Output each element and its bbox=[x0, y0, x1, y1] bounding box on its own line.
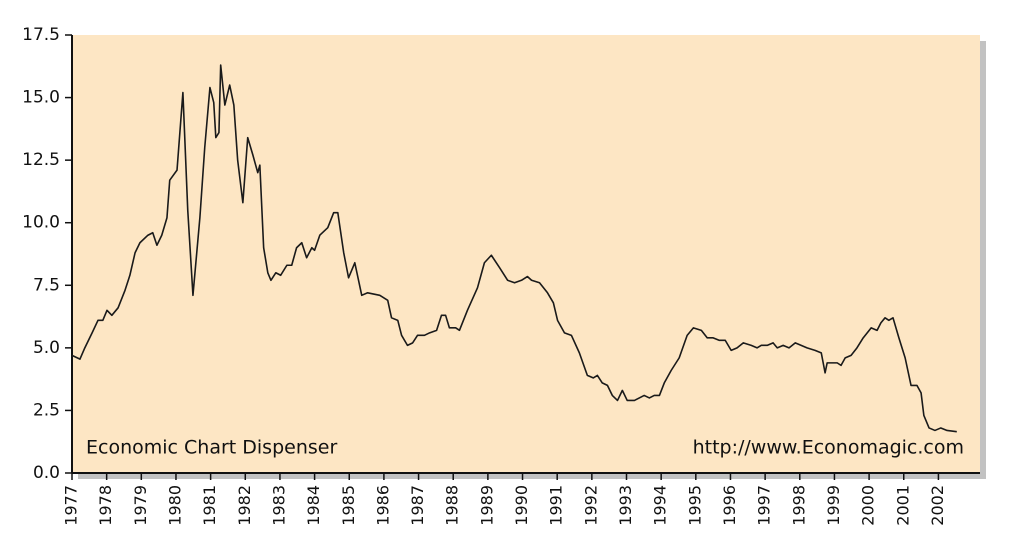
x-tick-label: 1999 bbox=[824, 485, 843, 526]
x-tick-label: 1990 bbox=[512, 485, 531, 526]
line-series bbox=[71, 64, 957, 433]
x-tick-label: 1981 bbox=[200, 485, 219, 526]
x-tick-label: 1983 bbox=[269, 485, 288, 526]
x-tick-label: 1987 bbox=[408, 485, 427, 526]
x-tick-label: 1991 bbox=[547, 485, 566, 526]
y-tick-label: 12.5 bbox=[22, 150, 60, 170]
annotation: http://www.Economagic.com bbox=[693, 437, 964, 459]
x-tick-label: 1996 bbox=[720, 485, 739, 526]
x-tick-label: 1995 bbox=[685, 485, 704, 526]
x-tick-label: 1980 bbox=[165, 485, 184, 526]
x-tick-label: 1978 bbox=[96, 485, 115, 526]
x-tick-label: 1985 bbox=[339, 485, 358, 526]
y-tick-label: 10.0 bbox=[22, 213, 60, 233]
y-tick-label: 15.0 bbox=[22, 88, 60, 108]
x-tick-label: 1977 bbox=[62, 485, 81, 526]
x-tick-label: 1993 bbox=[616, 485, 635, 526]
y-tick-label: 5.0 bbox=[33, 338, 60, 358]
x-tick-label: 1997 bbox=[755, 485, 774, 526]
y-tick-label: 2.5 bbox=[33, 400, 60, 420]
x-tick-label: 1992 bbox=[581, 485, 600, 526]
x-tick-label: 1984 bbox=[304, 485, 323, 526]
x-tick-label: 2001 bbox=[893, 485, 912, 526]
y-tick-label: 7.5 bbox=[33, 275, 60, 295]
x-tick-label: 1979 bbox=[131, 485, 150, 526]
x-tick-label: 1994 bbox=[651, 485, 670, 526]
y-tick-label: 0.0 bbox=[33, 463, 60, 483]
x-tick-label: 1988 bbox=[443, 485, 462, 526]
plot-area bbox=[72, 35, 980, 473]
x-tick-label: 1989 bbox=[477, 485, 496, 526]
x-tick-label: 1998 bbox=[789, 485, 808, 526]
x-tick-label: 2002 bbox=[928, 485, 947, 526]
x-tick-label: 1982 bbox=[235, 485, 254, 526]
y-tick-label: 17.5 bbox=[22, 25, 60, 45]
annotation: Economic Chart Dispenser bbox=[86, 437, 337, 459]
x-tick-label: 2000 bbox=[859, 485, 878, 526]
x-tick-label: 1986 bbox=[373, 485, 392, 526]
